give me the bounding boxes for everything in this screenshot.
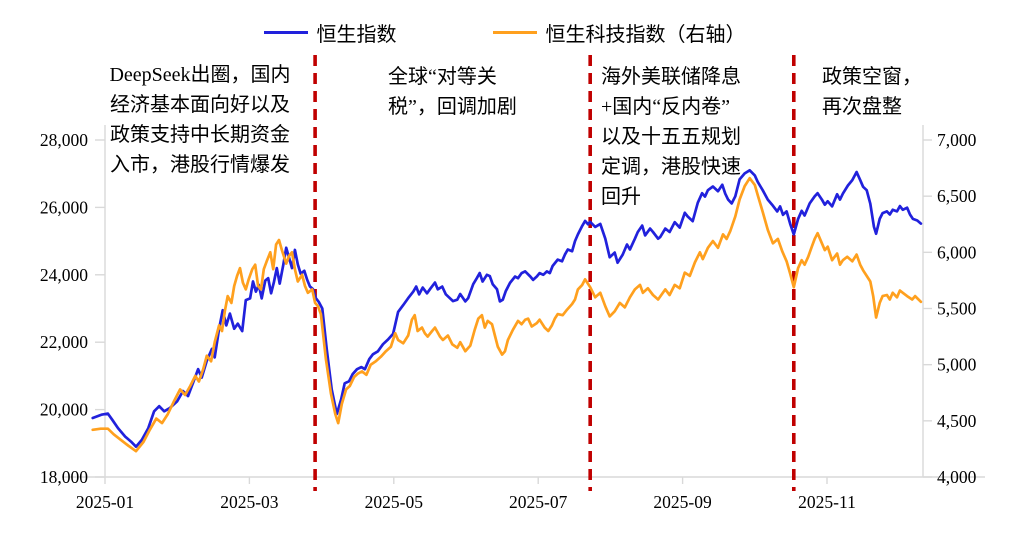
right-axis-tick-label: 5,500 [937,299,977,319]
x-axis-tick-label: 2025-01 [76,492,134,512]
annotation-policy-window: 政策空窗， 再次盘整 [822,66,922,118]
legend-label-hsi: 恒生指数 [316,24,397,46]
x-axis-tick-label: 2025-05 [365,492,424,512]
right-axis-tick-label: 4,500 [937,411,977,431]
annotation-deepseek-rally: DeepSeek出圈，国内 经济基本面向好以及 政策支持中长期资金 入市，港股行… [109,64,291,176]
hsi-line-swatch [263,31,308,34]
hsi-series-line [91,168,923,449]
hstech-series-line [91,176,923,453]
x-axis-tick-label: 2025-11 [798,492,856,512]
right-axis-tick-label: 5,000 [937,355,977,375]
right-axis-tick-label: 4,000 [937,467,977,487]
left-axis-tick-label: 28,000 [40,130,88,150]
left-axis-tick-label: 18,000 [40,467,88,487]
left-axis-tick-label: 20,000 [40,400,88,420]
x-axis-tick-label: 2025-03 [220,492,279,512]
annotation-tariff-correction: 全球“对等关 税”，回调加剧 [388,66,517,118]
left-axis-tick-label: 22,000 [40,332,88,352]
left-axis-tick-label: 26,000 [40,197,88,217]
right-axis-tick-label: 7,000 [937,130,977,150]
legend-label-hstech: 恒生科技指数（右轴） [545,24,746,46]
legend-item-hstech: 恒生科技指数（右轴） [492,18,746,47]
right-axis-tick-label: 6,500 [937,186,977,206]
x-axis-tick-label: 2025-09 [653,492,712,512]
annotation-fed-cut-rebound: 海外美联储降息 +国内“反内卷” 以及十五五规划 定调，港股快速 回升 [601,66,741,208]
left-axis-tick-label: 24,000 [40,265,88,285]
right-axis-tick-label: 6,000 [937,242,977,262]
hstech-line-swatch [492,31,537,34]
x-axis-tick-label: 2025-07 [509,492,568,512]
legend-item-hsi: 恒生指数 [263,18,397,47]
chart-legend: 恒生指数 恒生科技指数（右轴） [0,18,1009,47]
